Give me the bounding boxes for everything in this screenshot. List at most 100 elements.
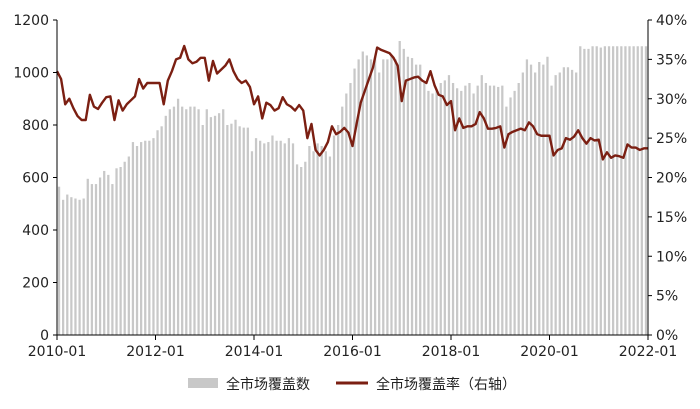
bar [148,140,151,335]
bar [390,55,393,335]
bar [267,142,270,335]
bar [501,85,504,336]
bar [312,151,315,335]
bar [620,46,623,335]
bar [238,126,241,335]
bar [579,46,582,335]
bar [345,93,348,335]
bar [480,75,483,336]
bar [357,59,360,336]
bar [566,67,570,335]
bar [517,83,520,335]
bar [275,140,278,335]
bar [353,68,356,335]
bar [201,125,204,335]
bar [62,199,65,335]
bar [217,113,221,335]
x-tick-label: 2010-01 [28,344,87,360]
bar [534,72,537,335]
bar [103,170,106,335]
bar [324,151,327,335]
bar [263,143,266,335]
x-tick-label: 2018-01 [422,344,481,360]
right-tick-label: 35% [656,52,687,68]
bars-layer [57,41,648,336]
bar [300,167,303,335]
bar [115,168,118,335]
line-layer [55,44,648,161]
bar [111,184,114,335]
bar [538,62,541,335]
bar [230,123,233,335]
bar [291,143,295,335]
bar [484,83,488,335]
bar [361,51,364,335]
bar [246,127,249,336]
bar [509,97,512,335]
bar [451,83,455,335]
bar [628,46,631,335]
bar [542,64,545,336]
left-tick-label: 200 [22,276,49,292]
bar [213,115,217,335]
legend-label-line: 全市场覆盖率（右轴） [376,376,516,393]
left-tick-label: 1000 [13,66,49,82]
bar [570,69,574,336]
bar [283,143,286,335]
bar [205,109,208,335]
bar [365,55,368,335]
right-tick-label: 10% [656,249,687,265]
x-tick-label: 2020-01 [520,344,579,360]
bar [127,156,130,335]
right-tick-label: 25% [656,131,687,147]
bar [295,164,299,336]
bar [86,178,89,335]
bar [378,72,381,335]
right-tick-label: 40% [656,13,687,29]
bar [476,85,479,336]
bar [349,83,352,335]
bar [66,194,69,335]
bar [242,127,245,336]
bar [332,135,336,335]
bar [447,75,451,336]
bar [427,90,430,336]
bar [624,46,627,335]
bar [558,72,561,335]
bar [144,140,147,335]
bar [160,126,163,335]
bar [513,90,516,336]
bar [554,75,557,336]
bar [546,56,549,335]
bar [107,174,110,336]
bar [521,72,524,335]
right-tick-label: 20% [656,171,687,187]
bar [406,56,410,335]
bar [616,46,619,335]
left-tick-label: 400 [22,223,49,239]
bar [181,106,184,336]
bar [595,46,598,335]
bar [320,146,323,335]
bar [70,197,73,335]
bar [464,85,467,336]
bar [583,48,586,336]
bar [369,59,373,336]
bar [74,198,77,335]
legend: 全市场覆盖数 全市场覆盖率（右轴） [188,376,516,393]
left-tick-label: 0 [40,328,49,344]
bar [176,98,180,335]
bar [587,48,590,336]
bar [94,184,98,335]
bar [226,125,229,335]
bar [423,83,426,335]
bar [152,138,155,336]
bar [185,109,188,335]
bar [279,140,282,335]
x-tick-label: 2016-01 [323,344,382,360]
bar [119,167,122,335]
bar [419,64,422,336]
bar [57,186,61,335]
